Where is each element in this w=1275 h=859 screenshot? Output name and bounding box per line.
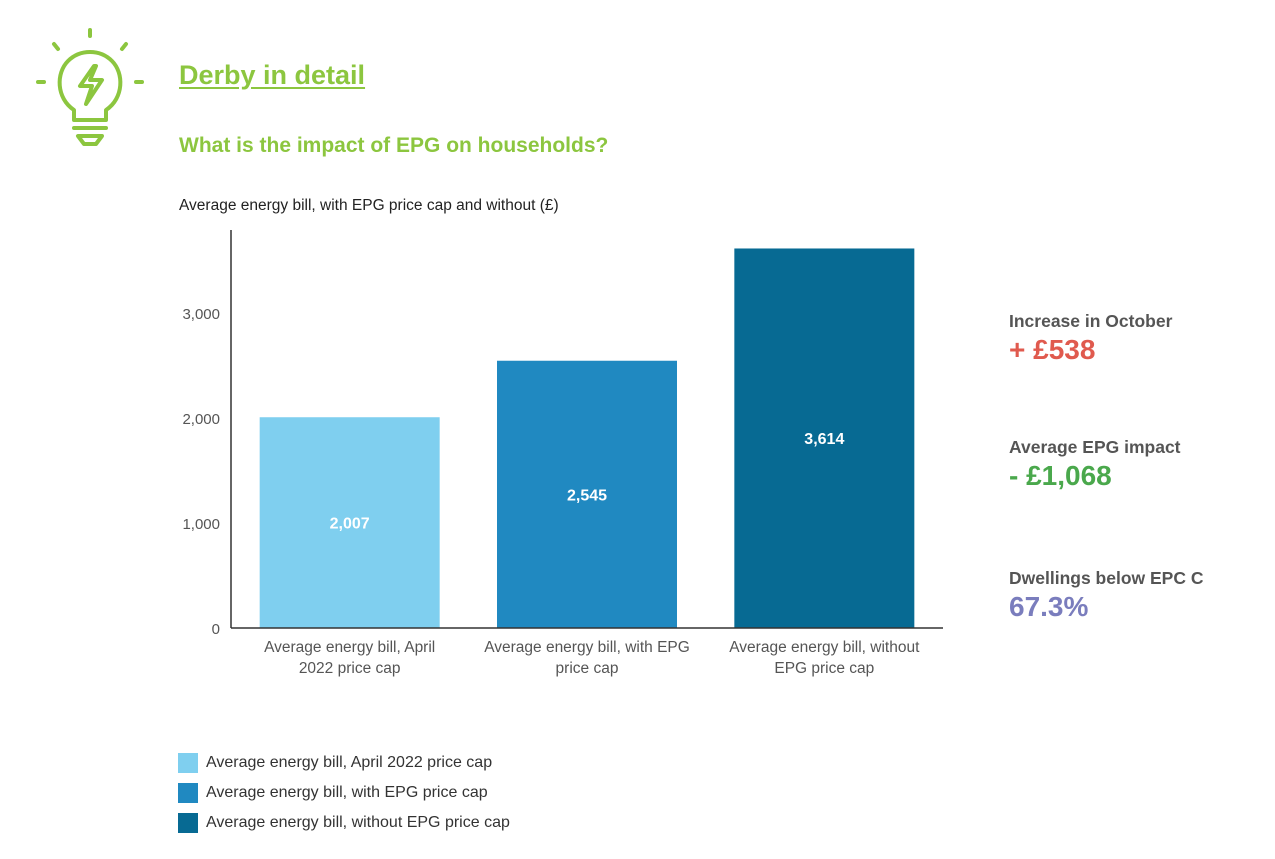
stat-label: Dwellings below EPC C <box>1009 568 1204 588</box>
x-tick-label: price cap <box>556 660 619 677</box>
x-tick-label: 2022 price cap <box>299 660 401 677</box>
bar <box>497 360 677 628</box>
chart-title: Average energy bill, with EPG price cap … <box>179 197 559 214</box>
chart-legend: Average energy bill, April 2022 price ca… <box>178 748 510 838</box>
stat-value: 67.3% <box>1009 591 1089 622</box>
stat-value: - £1,068 <box>1009 460 1112 491</box>
y-tick-label: 0 <box>212 621 220 638</box>
stat-label: Increase in October <box>1009 311 1173 331</box>
legend-label: Average energy bill, without EPG price c… <box>206 814 510 831</box>
y-tick-label: 1,000 <box>182 516 220 533</box>
legend-swatch <box>178 813 198 833</box>
y-tick-label: 3,000 <box>182 306 220 323</box>
x-tick-label: EPG price cap <box>774 660 874 677</box>
stat-dwellings-below-epc-c: Dwellings below EPC C 67.3% <box>1009 568 1269 623</box>
stat-average-epg-impact: Average EPG impact - £1,068 <box>1009 437 1269 492</box>
bar-value-label: 2,007 <box>330 516 370 533</box>
x-tick-label: Average energy bill, April <box>264 639 435 656</box>
bar-chart: 0 1,000 2,000 3,000 2,007 Average energy bill… <box>182 230 943 677</box>
page-title: Derby in detail <box>179 60 366 90</box>
legend-label: Average energy bill, April 2022 price ca… <box>206 754 493 771</box>
stat-increase-october: Increase in October + £538 <box>1009 311 1269 366</box>
y-tick-label: 2,000 <box>182 411 220 428</box>
lightbulb-bolt-icon <box>36 28 144 146</box>
legend-item: Average energy bill, without EPG price c… <box>178 808 510 838</box>
x-tick-label: Average energy bill, without <box>729 639 920 656</box>
legend-swatch <box>178 783 198 803</box>
legend-label: Average energy bill, with EPG price cap <box>206 784 488 801</box>
bar <box>734 248 915 628</box>
bar <box>259 417 440 628</box>
x-tick-label: Average energy bill, with EPG <box>484 639 690 656</box>
bar-value-label: 2,545 <box>567 487 607 504</box>
legend-swatch <box>178 753 198 773</box>
page-subtitle: What is the impact of EPG on households? <box>179 134 609 157</box>
stat-label: Average EPG impact <box>1009 437 1181 457</box>
legend-item: Average energy bill, April 2022 price ca… <box>178 748 510 778</box>
legend-item: Average energy bill, with EPG price cap <box>178 778 510 808</box>
bar-value-label: 3,614 <box>804 431 844 448</box>
stat-value: + £538 <box>1009 334 1096 365</box>
